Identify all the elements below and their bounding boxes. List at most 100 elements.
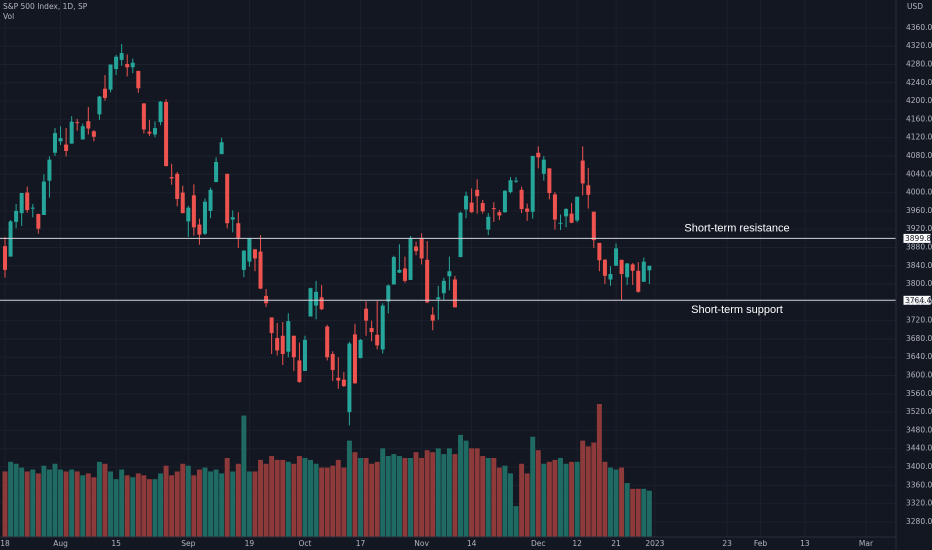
candle-body [241,250,246,270]
volume-bar [591,442,597,537]
candle-body [302,339,307,371]
volume-bar [369,463,375,537]
currency: USD [907,2,923,11]
candle-body [25,192,30,210]
volume-bar [213,469,219,537]
candle-body [219,142,224,155]
volume-bar [319,467,325,537]
volume-bar [563,463,569,537]
y-tick-label: 4160.00 [906,114,932,123]
volume-bar [430,452,436,537]
chart-title: S&P 500 Index, 1D, SP [3,2,88,11]
volume-bar [19,467,25,537]
candle-body [180,192,185,214]
volume-bar [613,469,619,537]
level-price-box [902,232,932,244]
candle-body [336,377,341,381]
candle-body [630,264,635,271]
candle-body [414,246,419,252]
volume-bar [646,490,652,537]
y-tick-label: 4080.00 [906,151,932,160]
candle-body [19,193,24,214]
candle-body [369,327,374,333]
volume-bar [524,473,530,537]
candle-body [175,173,180,199]
candle-body [486,216,491,230]
volume-bar [246,471,252,537]
candle-body [30,207,35,209]
y-tick-label: 3680.00 [906,334,932,343]
volume-bar [335,459,341,537]
volume-bar [241,415,247,537]
levels: 3899.82 Short-term resistance 3764.49 Short… [0,222,932,316]
y-tick-label: 3560.00 [906,389,932,398]
volume-bar [191,475,197,537]
x-tick-label: Aug [53,539,68,548]
y-tick-label: 3600.00 [906,371,932,380]
volume-bar [391,454,397,537]
candle-body [2,246,7,270]
candle-body [391,257,396,285]
x-tick-label: Dec [531,539,546,548]
candle-body [458,212,463,258]
volume-label: Vol [3,12,14,21]
candle-body [447,271,452,277]
candle-body [214,161,219,183]
volume-bar [380,448,386,537]
y-tick-label: 3840.00 [906,261,932,270]
candle-body [419,237,424,259]
y-tick-label: 3920.00 [906,224,932,233]
volume-bar [169,475,175,537]
candle-body [530,155,535,212]
volume-bar [458,434,463,537]
candle-body [91,131,96,137]
candle-body [619,259,624,274]
candle-body [75,122,80,124]
y-tick-label: 3960.00 [906,206,932,215]
x-tick-label: 17 [356,539,366,548]
volume-bar [608,467,613,537]
candle-body [191,195,196,228]
candle-body [402,268,407,281]
candle-body [441,280,446,294]
volume-pane [2,404,652,537]
volume-bar [619,467,625,537]
candle-body [291,335,296,358]
candle-body [252,249,257,259]
candle-body [202,201,207,234]
candle-body [480,203,485,212]
volume-bar [263,463,269,537]
volume-bar [230,471,236,537]
candle-body [352,334,357,384]
volume-bar [35,473,41,537]
candle-body [625,263,630,278]
candle-body [464,195,469,210]
candle-body [152,128,157,135]
candle-body [547,168,552,194]
candle-body [58,138,63,142]
volume-bar [463,440,469,537]
volume-bar [174,471,180,537]
volume-bar [596,404,602,537]
volume-bar [624,483,630,537]
y-tick-label: 3880.00 [906,242,932,251]
candle-body [258,251,263,289]
volume-bar [2,471,8,537]
candle-body [608,273,613,280]
volume-bar [630,488,636,537]
candle-body [14,210,19,222]
y-tick-label: 4280.00 [906,59,932,68]
volume-bar [280,459,286,537]
volume-bar [85,473,91,537]
volume-bar [274,459,280,537]
candle-body [386,285,391,302]
y-tick-label: 4200.00 [906,96,932,105]
x-tick-label: Nov [414,539,429,548]
candle-body [8,221,13,257]
volume-bar [208,471,214,537]
volume-bar [530,436,536,537]
volume-bar [196,469,202,537]
volume-bar [69,469,75,537]
candle-body [347,343,352,413]
candle-body [380,305,385,350]
